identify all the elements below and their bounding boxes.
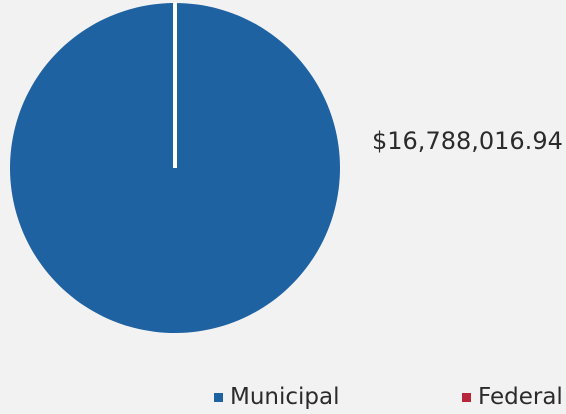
legend-swatch-municipal bbox=[214, 392, 223, 402]
legend-item-federal: Federal bbox=[462, 383, 563, 411]
legend: Municipal Federal bbox=[0, 383, 566, 413]
legend-swatch-federal bbox=[462, 392, 471, 402]
data-label-municipal: $16,788,016.94 bbox=[372, 127, 563, 155]
legend-item-municipal: Municipal bbox=[214, 383, 340, 411]
legend-label-municipal: Municipal bbox=[230, 384, 340, 410]
legend-label-federal: Federal bbox=[478, 384, 563, 410]
